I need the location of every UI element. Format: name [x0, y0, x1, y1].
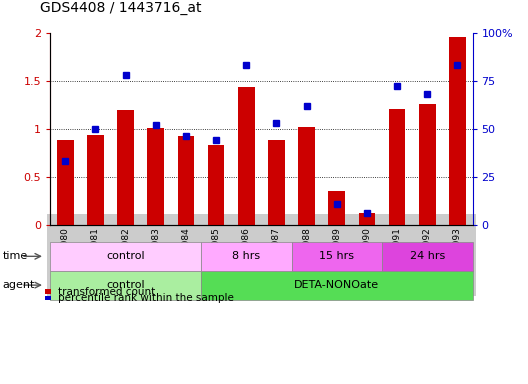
Bar: [389, 109, 406, 225]
Bar: [359, 213, 375, 225]
Bar: [298, 127, 315, 225]
Text: agent: agent: [3, 280, 35, 290]
Bar: [328, 191, 345, 225]
Bar: [449, 38, 466, 225]
Text: time: time: [3, 251, 28, 262]
Text: 8 hrs: 8 hrs: [232, 251, 260, 262]
Text: transformed count: transformed count: [58, 286, 155, 297]
Text: control: control: [106, 280, 145, 290]
Bar: [57, 140, 73, 225]
Bar: [382, 242, 473, 271]
Bar: [208, 145, 224, 225]
Text: 15 hrs: 15 hrs: [319, 251, 354, 262]
Bar: [201, 271, 473, 300]
Bar: [50, 271, 201, 300]
Bar: [201, 242, 291, 271]
Bar: [117, 111, 134, 225]
Bar: [291, 242, 382, 271]
Bar: [87, 136, 103, 225]
Bar: [147, 128, 164, 225]
Bar: [268, 140, 285, 225]
Text: percentile rank within the sample: percentile rank within the sample: [58, 293, 234, 303]
Bar: [50, 242, 201, 271]
Bar: [177, 136, 194, 225]
Bar: [419, 104, 436, 225]
Text: control: control: [106, 251, 145, 262]
Bar: [238, 88, 254, 225]
Text: GDS4408 / 1443716_at: GDS4408 / 1443716_at: [40, 2, 201, 15]
Text: DETA-NONOate: DETA-NONOate: [294, 280, 379, 290]
Text: 24 hrs: 24 hrs: [410, 251, 445, 262]
